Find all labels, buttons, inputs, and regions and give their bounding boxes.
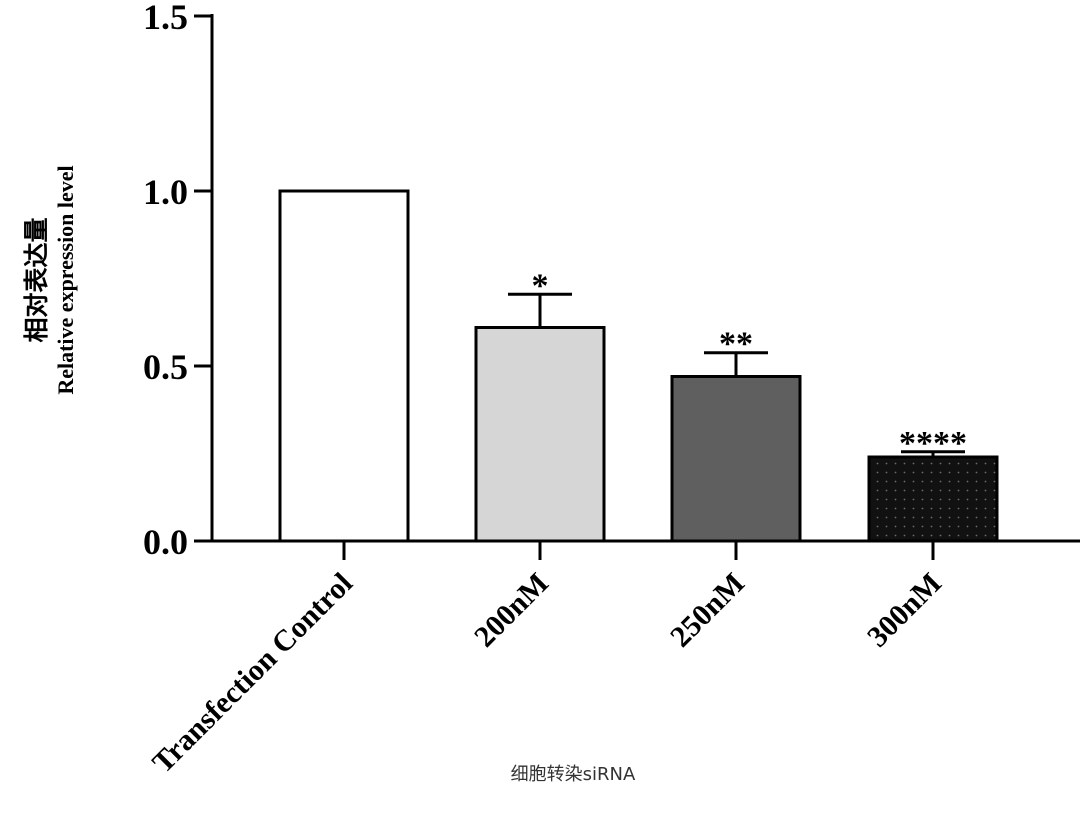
- y-axis-label-chinese: 相对表达量: [22, 217, 51, 342]
- y-tick-label: 0.5: [143, 347, 188, 387]
- significance-label: *: [532, 267, 549, 304]
- bar: [670, 375, 802, 543]
- significance-label: ****: [899, 425, 967, 462]
- x-tick-label: 300nM: [861, 567, 948, 654]
- significance-label: **: [719, 326, 753, 363]
- bar: [867, 455, 999, 543]
- x-tick-label: Transfection Control: [146, 567, 359, 780]
- x-tick-label: 200nM: [468, 567, 555, 654]
- y-tick-label: 1.5: [143, 0, 188, 37]
- x-tick-label: 250nM: [664, 567, 751, 654]
- bar: [474, 326, 606, 543]
- y-tick-label: 1.0: [143, 172, 188, 212]
- y-tick-label: 0.0: [143, 522, 188, 562]
- bar: [278, 189, 410, 543]
- x-axis-caption: 细胞转染siRNA: [511, 764, 636, 785]
- y-axis-label-english: Relative expression level: [53, 165, 78, 394]
